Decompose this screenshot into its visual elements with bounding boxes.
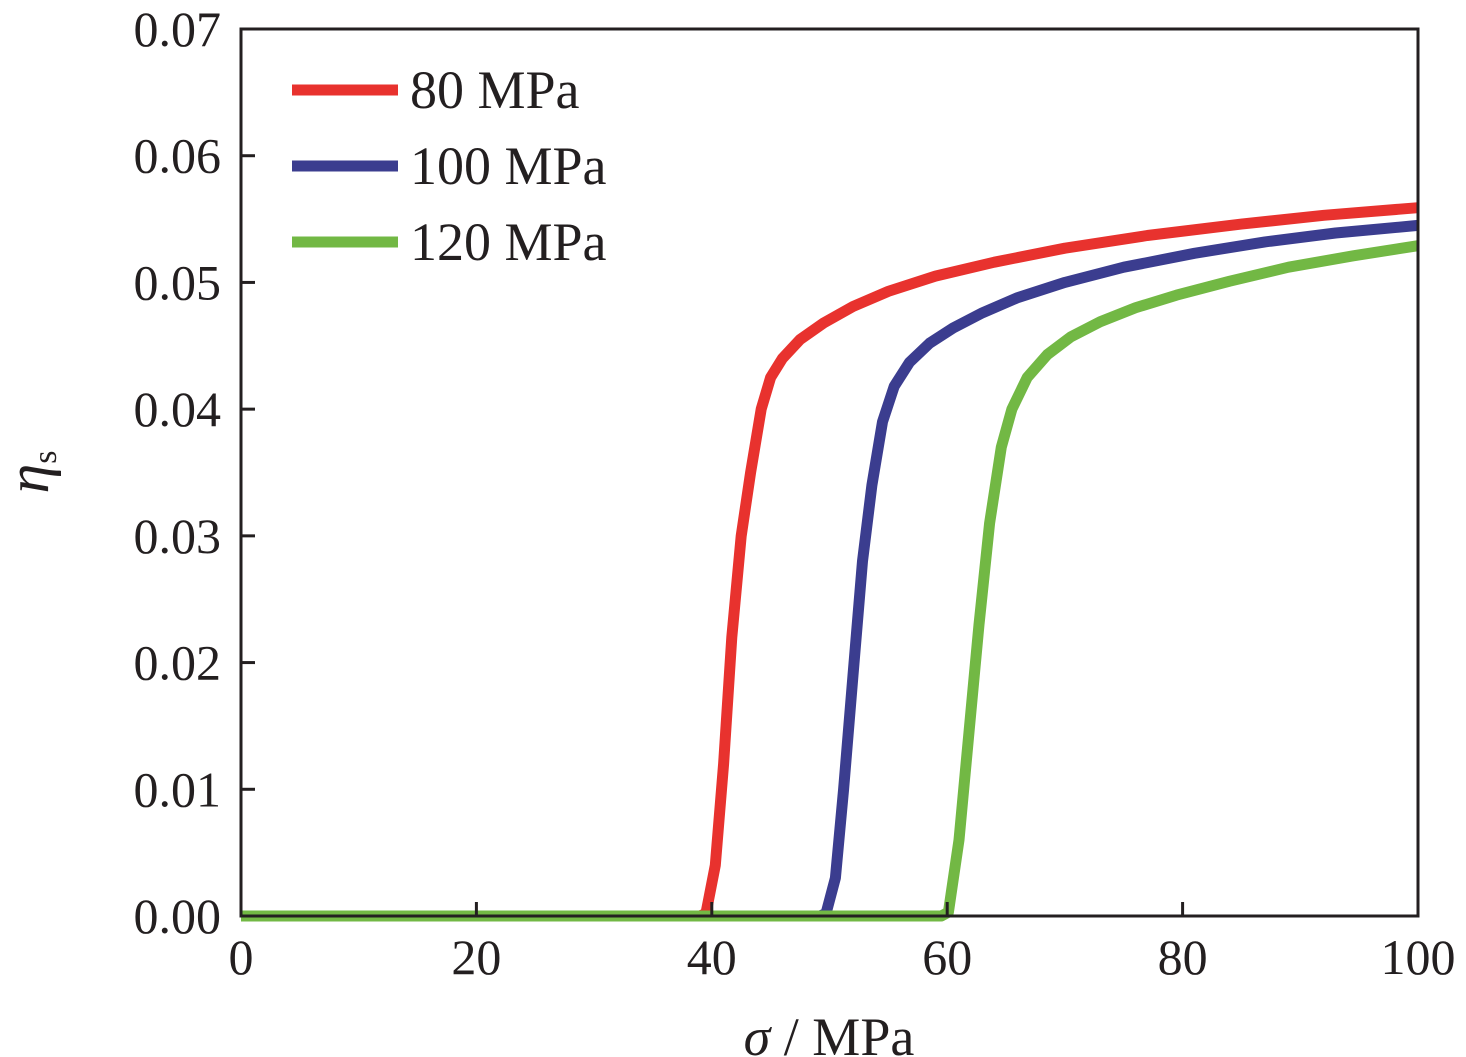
x-tick-label: 60 bbox=[922, 929, 972, 985]
x-tick-label: 0 bbox=[229, 929, 254, 985]
series-line-2 bbox=[241, 219, 1419, 922]
x-axis-symbol: σ bbox=[744, 1007, 773, 1057]
legend-label-3: 120 MPa bbox=[410, 212, 607, 272]
ticks-layer: 0 20 40 60 80 100 0.00 0.01 0.02 0.03 0.04 0.05 0.06… bbox=[134, 1, 1456, 985]
x-axis-title: σ / MPa bbox=[744, 1007, 915, 1057]
series-line-3 bbox=[241, 240, 1419, 922]
y-axis-title: ηs bbox=[0, 451, 64, 494]
y-tick-label: 0.03 bbox=[134, 508, 222, 564]
y-axis-subscript: s bbox=[27, 451, 64, 464]
svg-text:ηs: ηs bbox=[0, 451, 64, 494]
y-tick-label: 0.07 bbox=[134, 1, 222, 57]
x-tick-label: 80 bbox=[1158, 929, 1208, 985]
x-tick-label: 20 bbox=[451, 929, 501, 985]
legend: 80 MPa 100 MPa 120 MPa bbox=[292, 60, 607, 272]
legend-label-2: 100 MPa bbox=[410, 136, 607, 196]
series-layer bbox=[241, 202, 1419, 922]
y-tick-label: 0.01 bbox=[134, 761, 222, 817]
y-tick-label: 0.00 bbox=[134, 888, 222, 944]
y-axis-symbol: η bbox=[0, 464, 61, 494]
x-tick-label: 40 bbox=[687, 929, 737, 985]
y-tick-label: 0.04 bbox=[134, 381, 222, 437]
series-line-1 bbox=[241, 202, 1419, 922]
y-tick-label: 0.06 bbox=[134, 128, 222, 184]
plot-frame bbox=[239, 27, 1420, 918]
x-tick-label: 100 bbox=[1381, 929, 1456, 985]
y-tick-label: 0.05 bbox=[134, 254, 222, 310]
x-axis-unit: / MPa bbox=[770, 1007, 914, 1057]
legend-label-1: 80 MPa bbox=[410, 60, 580, 120]
y-tick-label: 0.02 bbox=[134, 635, 222, 691]
